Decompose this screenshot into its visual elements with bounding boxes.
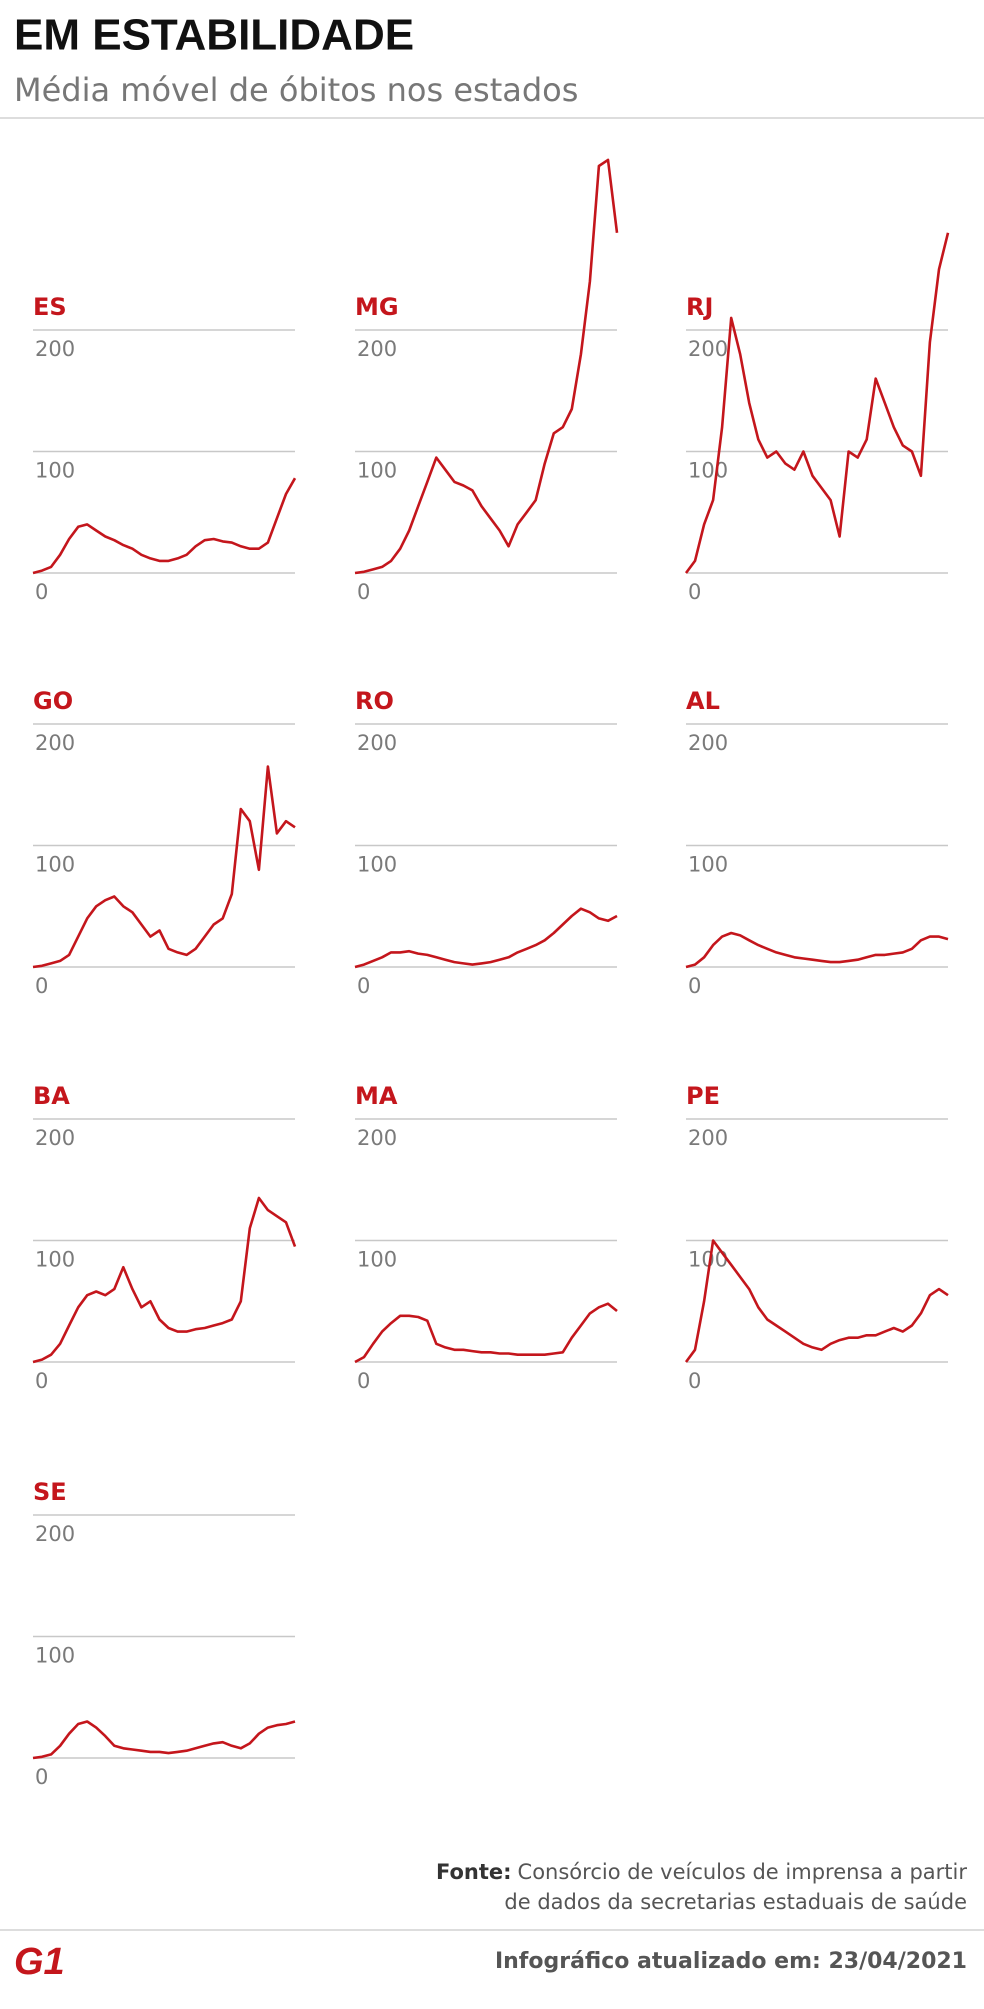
y-tick-label: 100 [357, 853, 397, 877]
series-line [32, 765, 296, 969]
y-tick-label: 200 [35, 337, 75, 361]
state-label: ES [33, 293, 67, 321]
series-line [354, 158, 619, 575]
y-tick-label: 0 [35, 580, 48, 604]
subtitle: Média móvel de óbitos nos estados [14, 71, 578, 109]
y-tick-label: 0 [357, 580, 370, 604]
state-label: PE [686, 1082, 720, 1110]
y-tick-label: 200 [688, 337, 728, 361]
state-label: MA [355, 1082, 398, 1110]
y-tick-label: 0 [357, 1369, 370, 1393]
y-tick-label: 100 [35, 853, 75, 877]
y-tick-label: 0 [688, 580, 701, 604]
series-line [685, 931, 949, 969]
logo: G1 [14, 1941, 65, 1983]
state-label: RO [355, 687, 394, 715]
y-tick-label: 100 [688, 853, 728, 877]
y-tick-label: 200 [35, 1522, 75, 1546]
y-tick-label: 0 [35, 1369, 48, 1393]
state-label: MG [355, 293, 399, 321]
state-label: SE [33, 1478, 67, 1506]
y-tick-label: 0 [357, 974, 370, 998]
y-tick-label: 200 [357, 337, 397, 361]
y-tick-label: 200 [357, 731, 397, 755]
y-tick-label: 200 [688, 731, 728, 755]
y-tick-label: 0 [35, 974, 48, 998]
state-label: AL [686, 687, 720, 715]
updated: Infográfico atualizado em: 23/04/2021 [495, 1949, 967, 1974]
series-line [684, 1239, 949, 1363]
y-tick-label: 200 [35, 1126, 75, 1150]
y-tick-label: 100 [357, 459, 397, 483]
source-label: Fonte: [436, 1860, 512, 1884]
series-line [354, 1302, 618, 1364]
series-line [32, 1720, 296, 1760]
y-tick-label: 200 [35, 731, 75, 755]
title: EM ESTABILIDADE [14, 11, 414, 60]
y-tick-label: 200 [688, 1126, 728, 1150]
series-line [684, 232, 950, 574]
state-label: RJ [686, 293, 713, 321]
series-line [32, 477, 297, 575]
y-tick-label: 100 [688, 459, 728, 483]
state-label: BA [33, 1082, 70, 1110]
source-line: Fonte: Consórcio de veículos de imprensa … [436, 1860, 967, 1884]
y-tick-label: 100 [357, 1248, 397, 1272]
y-tick-label: 100 [35, 459, 75, 483]
y-tick-label: 0 [688, 1369, 701, 1393]
series-line [32, 1196, 297, 1364]
state-label: GO [33, 687, 73, 715]
series-line [354, 907, 618, 969]
y-tick-label: 200 [357, 1126, 397, 1150]
source-text: de dados da secretarias estaduais de saú… [504, 1890, 967, 1914]
source-text: Consórcio de veículos de imprensa a part… [518, 1860, 968, 1884]
y-tick-label: 100 [35, 1248, 75, 1272]
y-tick-label: 0 [688, 974, 701, 998]
y-tick-label: 0 [35, 1765, 48, 1789]
y-tick-label: 100 [35, 1644, 75, 1668]
